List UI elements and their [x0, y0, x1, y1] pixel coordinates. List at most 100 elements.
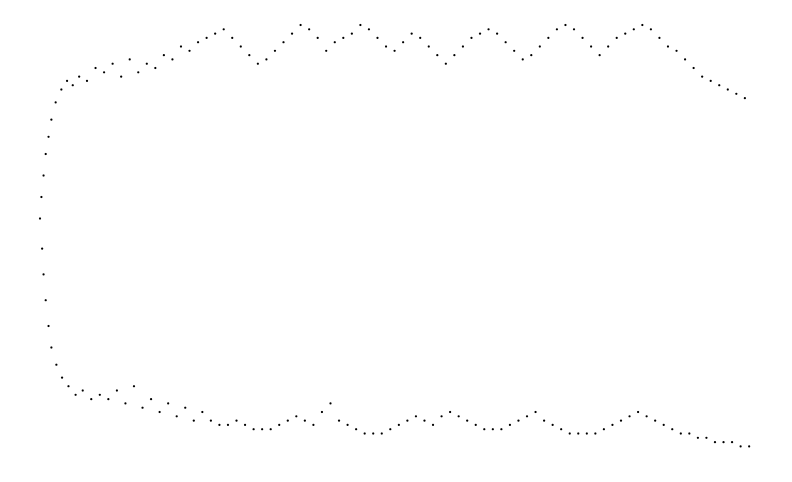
data-point [427, 45, 430, 48]
data-point [551, 423, 554, 426]
data-point [350, 32, 353, 35]
data-point [402, 41, 405, 44]
data-point [410, 32, 413, 35]
data-point [666, 45, 670, 48]
data-point [209, 419, 212, 422]
data-point [679, 432, 682, 435]
data-point [487, 28, 490, 31]
data-point [577, 432, 580, 435]
data-point [60, 376, 64, 379]
data-point [102, 71, 106, 74]
data-point [90, 398, 93, 401]
data-point [248, 54, 251, 57]
series-points [38, 23, 751, 448]
data-point [265, 58, 268, 61]
data-point [175, 415, 178, 418]
data-point [312, 423, 315, 426]
data-point [543, 419, 546, 422]
data-point [320, 410, 324, 414]
data-point [389, 428, 392, 431]
data-point [47, 135, 50, 138]
data-point [654, 419, 657, 422]
data-point [393, 49, 396, 52]
data-point [243, 423, 247, 426]
data-point [201, 410, 204, 414]
data-point [598, 54, 601, 57]
data-point [94, 66, 97, 70]
data-point [636, 410, 640, 414]
data-point [436, 54, 439, 57]
data-point [124, 402, 127, 405]
data-point [585, 432, 588, 435]
data-point [42, 174, 45, 177]
data-point [38, 217, 42, 220]
data-point [141, 406, 144, 409]
data-point [615, 36, 618, 40]
data-point [568, 432, 571, 435]
data-point [730, 441, 734, 444]
data-point [115, 389, 118, 392]
data-point [107, 398, 110, 401]
data-point [214, 32, 217, 35]
data-point [329, 402, 332, 405]
data-point [397, 423, 400, 426]
data-point [158, 410, 161, 414]
data-point [333, 41, 336, 44]
data-point [252, 428, 255, 431]
data-point [196, 41, 200, 44]
data-point [65, 79, 69, 82]
data-point [735, 92, 738, 95]
data-point [54, 101, 57, 104]
data-point [602, 428, 606, 431]
data-point [167, 402, 170, 405]
data-point [423, 419, 426, 422]
data-point [192, 419, 195, 422]
data-point [282, 41, 285, 44]
data-point [453, 54, 456, 57]
data-point [145, 62, 148, 65]
data-point [316, 36, 319, 40]
data-point [743, 97, 746, 100]
data-point [457, 415, 460, 418]
data-point [628, 415, 631, 418]
data-point [500, 428, 503, 431]
data-point [406, 419, 409, 422]
data-point [649, 28, 653, 31]
data-point [171, 58, 174, 61]
data-point [295, 415, 298, 418]
data-point [619, 419, 623, 422]
data-point [132, 385, 136, 388]
data-point [137, 71, 140, 74]
data-point [222, 28, 225, 31]
data-point [376, 36, 379, 40]
data-point [641, 23, 644, 27]
data-point [696, 436, 699, 439]
data-point [581, 36, 584, 40]
data-point [256, 62, 259, 65]
data-point [530, 54, 533, 57]
data-point [675, 49, 678, 52]
data-point [688, 432, 691, 435]
data-point [414, 415, 418, 418]
data-point [560, 428, 563, 431]
data-point [748, 445, 751, 448]
data-point [149, 398, 153, 401]
data-point [496, 32, 499, 35]
data-point [303, 419, 306, 422]
data-point [55, 363, 58, 366]
data-point [572, 28, 576, 31]
data-point [419, 36, 422, 40]
data-point [308, 28, 311, 31]
data-point [235, 419, 238, 422]
data-point [120, 75, 123, 78]
data-point [470, 36, 473, 40]
data-point [517, 419, 520, 422]
data-point [504, 41, 507, 44]
data-point [231, 36, 234, 40]
data-point [701, 75, 704, 78]
data-point [81, 389, 84, 392]
data-point [286, 419, 289, 422]
data-point [188, 49, 191, 52]
data-point [547, 36, 550, 40]
